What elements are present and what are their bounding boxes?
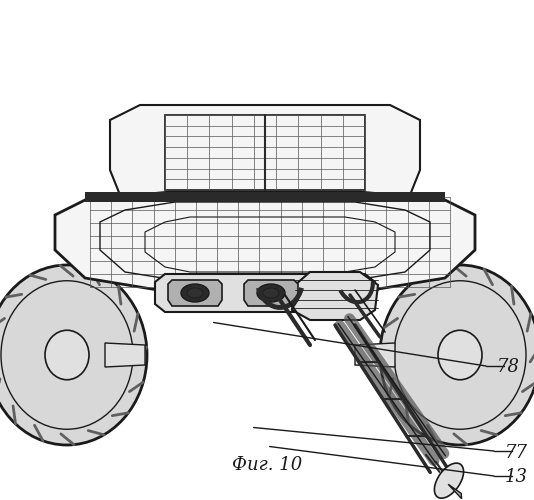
Text: 77: 77 (505, 444, 528, 462)
Text: 78: 78 (497, 358, 520, 376)
Ellipse shape (45, 330, 89, 380)
Ellipse shape (187, 288, 203, 298)
Polygon shape (105, 343, 145, 367)
Text: 13: 13 (505, 468, 528, 486)
Ellipse shape (181, 284, 209, 302)
Ellipse shape (434, 463, 464, 498)
Polygon shape (244, 280, 298, 306)
Polygon shape (110, 105, 420, 210)
Ellipse shape (438, 330, 482, 380)
FancyArrowPatch shape (340, 326, 434, 460)
Ellipse shape (263, 288, 279, 298)
Polygon shape (165, 115, 365, 190)
Ellipse shape (380, 265, 534, 445)
Polygon shape (85, 192, 445, 202)
Polygon shape (355, 343, 395, 367)
Text: Фиг. 10: Фиг. 10 (232, 456, 302, 474)
Polygon shape (448, 484, 461, 498)
Polygon shape (55, 192, 475, 292)
Ellipse shape (0, 265, 147, 445)
Ellipse shape (257, 284, 285, 302)
Polygon shape (155, 274, 375, 312)
Polygon shape (292, 272, 378, 320)
FancyArrowPatch shape (350, 319, 444, 454)
Polygon shape (168, 280, 222, 306)
